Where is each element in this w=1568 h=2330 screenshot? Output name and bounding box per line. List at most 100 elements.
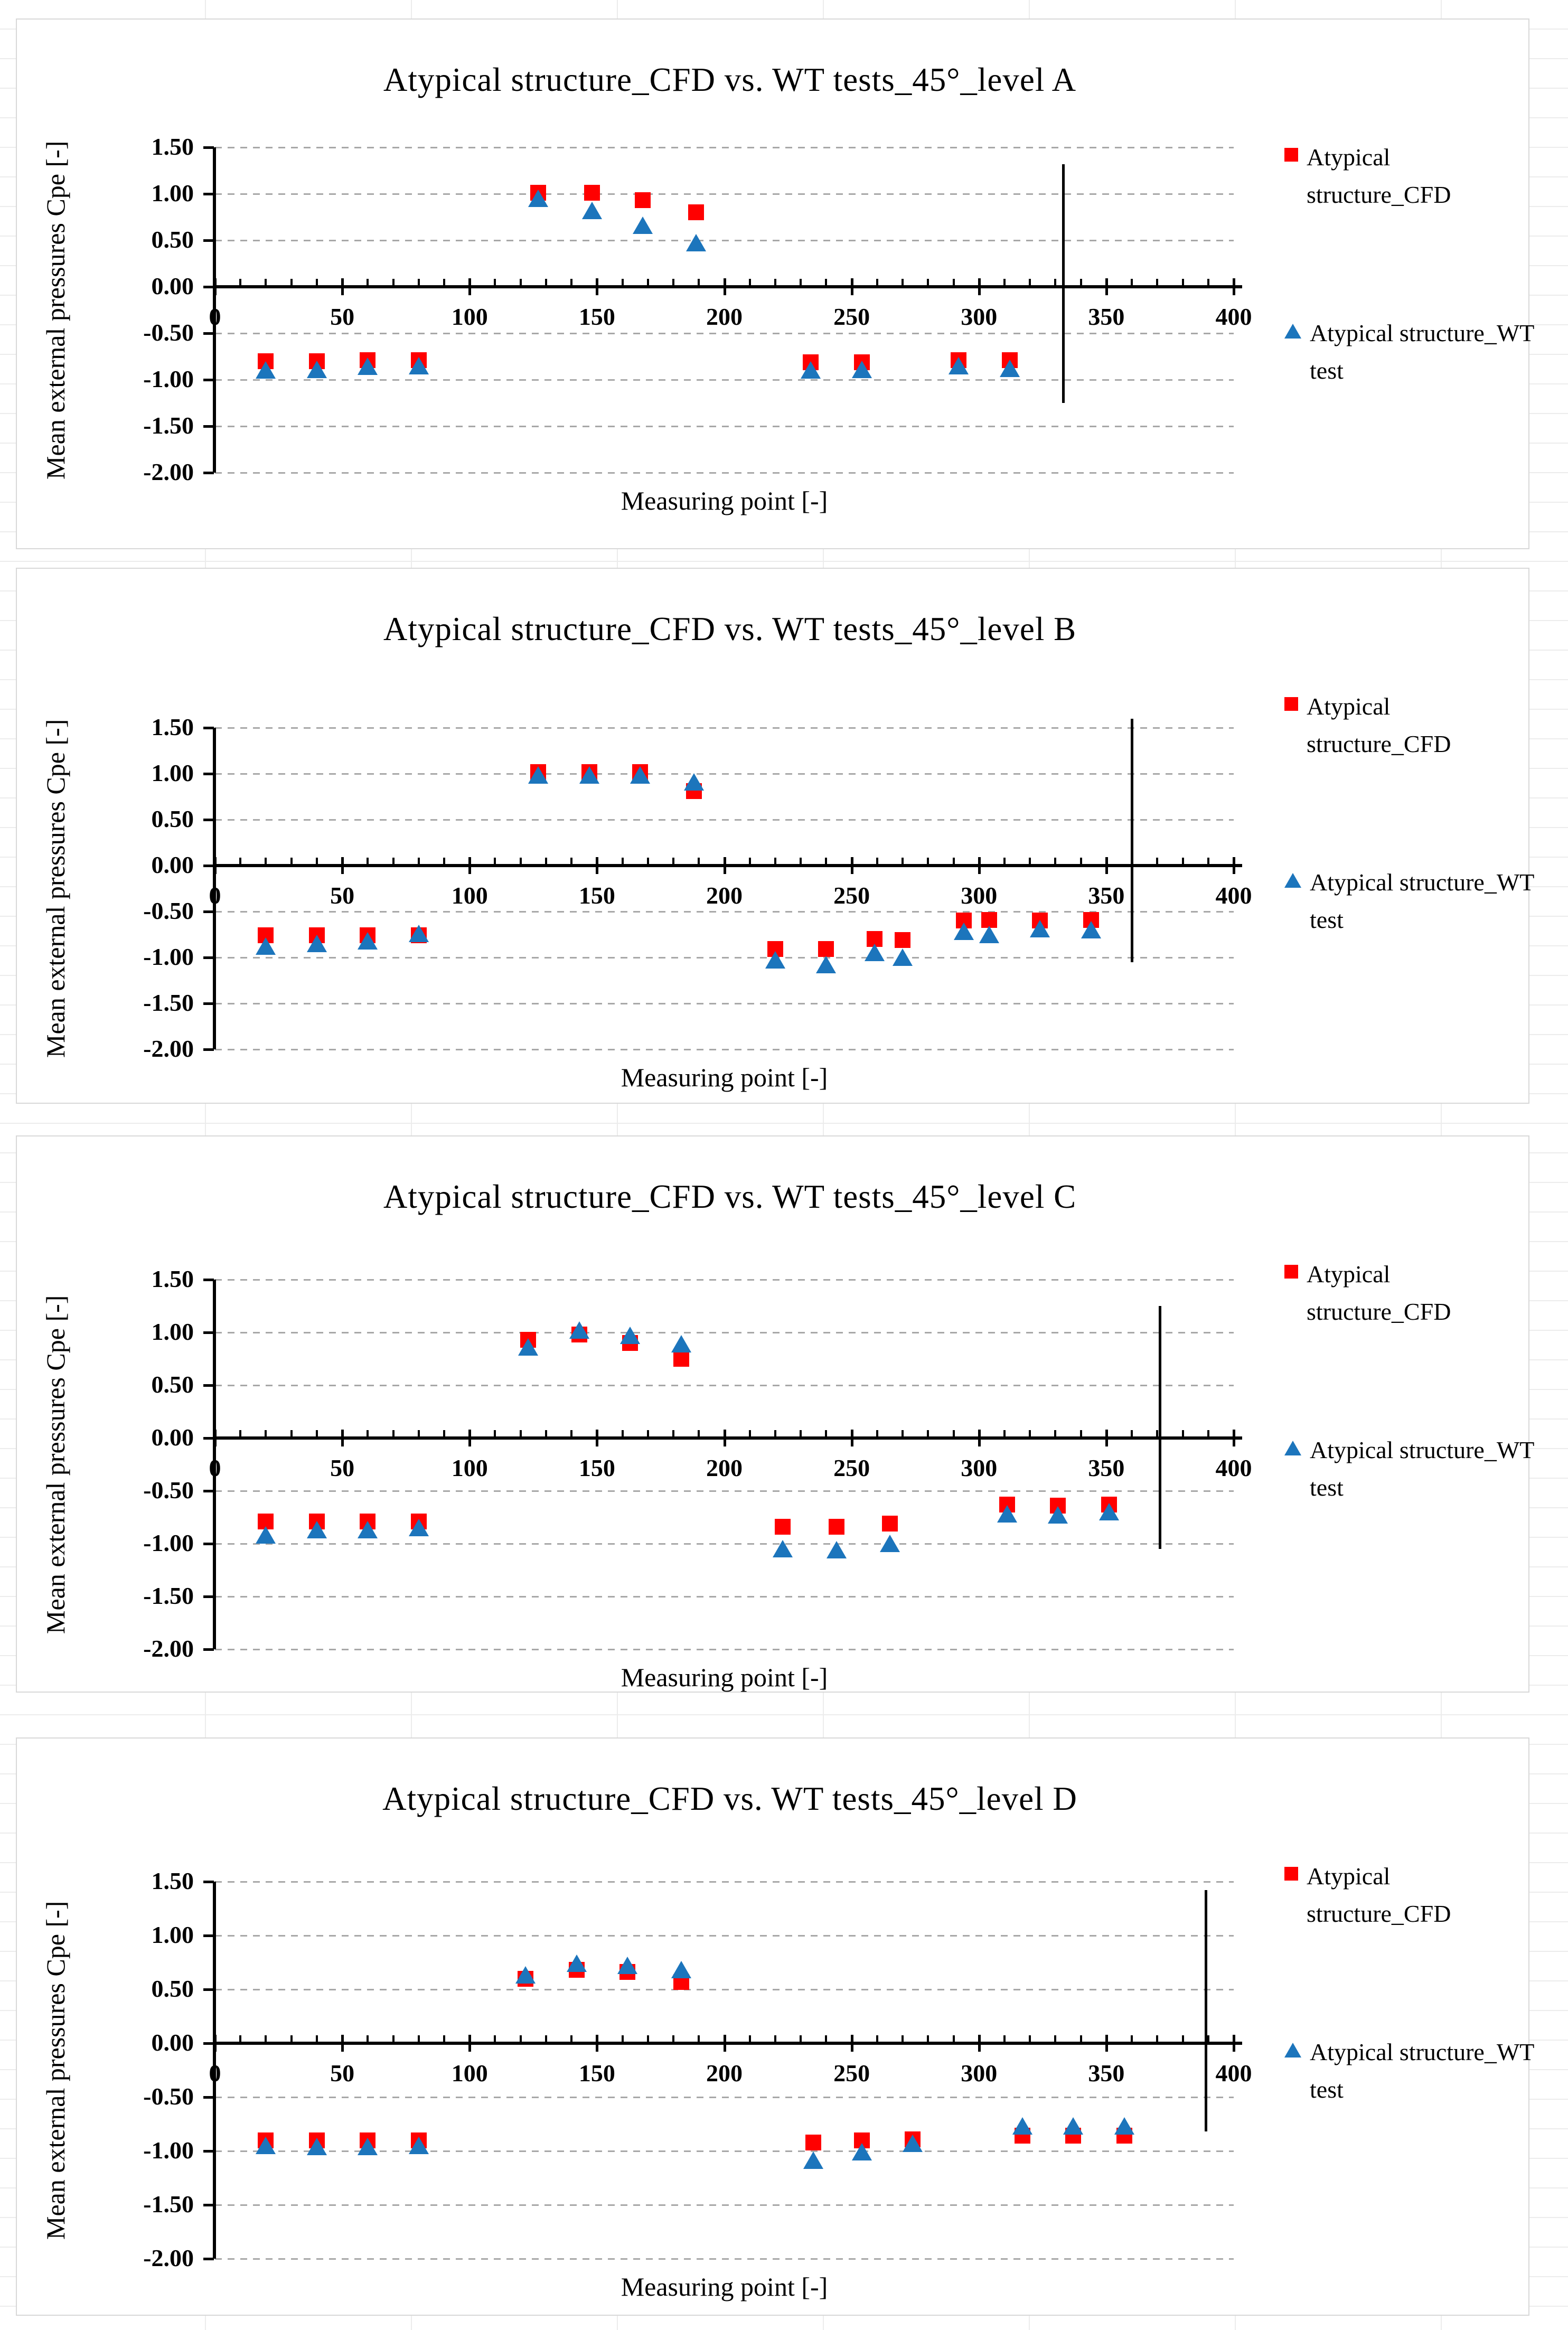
x-axis-minor-tick bbox=[417, 279, 420, 287]
x-axis-title: Measuring point [-] bbox=[621, 486, 828, 515]
x-axis-minor-tick bbox=[417, 2035, 420, 2043]
red-square-icon bbox=[1284, 697, 1298, 711]
x-axis-minor-tick bbox=[876, 279, 878, 287]
y-axis-tick bbox=[203, 1881, 214, 1883]
wt-data-point bbox=[256, 937, 276, 955]
x-axis-minor-tick bbox=[265, 858, 267, 866]
y-axis-line bbox=[213, 1882, 216, 2259]
y-tick-label: -1.00 bbox=[143, 1529, 194, 1556]
x-axis-minor-tick bbox=[392, 2035, 395, 2043]
x-axis-minor-tick bbox=[1207, 2035, 1209, 2043]
x-axis-minor-tick bbox=[621, 1430, 624, 1438]
y-gridline bbox=[215, 1385, 1234, 1386]
wt-data-point bbox=[1063, 2117, 1084, 2135]
x-axis-minor-tick bbox=[927, 279, 929, 287]
y-tick-label: -2.00 bbox=[143, 2244, 194, 2271]
y-axis-tick bbox=[203, 956, 214, 959]
wt-data-point bbox=[515, 1966, 536, 1984]
y-axis-tick bbox=[203, 727, 214, 729]
x-axis-minor-tick bbox=[1181, 858, 1184, 866]
y-axis-tick bbox=[203, 2096, 214, 2099]
legend-label: Atypical structure_WT test bbox=[1310, 1436, 1534, 1501]
x-tick-label: 250 bbox=[833, 2060, 870, 2087]
y-gridline bbox=[215, 240, 1234, 241]
x-axis-minor-tick bbox=[315, 2035, 318, 2043]
legend-label: Atypical structure_WT test bbox=[1310, 2038, 1534, 2103]
x-axis-minor-tick bbox=[646, 279, 649, 287]
x-axis-line bbox=[215, 1436, 1242, 1440]
chart-panel-level-d: Atypical structure_CFD vs. WT tests_45°_… bbox=[16, 1737, 1534, 2316]
x-tick-label: 350 bbox=[1088, 303, 1125, 330]
x-axis-minor-tick bbox=[748, 2035, 751, 2043]
y-gridline bbox=[215, 773, 1234, 775]
y-gridline bbox=[215, 1881, 1234, 1883]
y-gridline bbox=[215, 1596, 1234, 1598]
wt-data-point bbox=[1030, 920, 1050, 938]
y-tick-label: -1.50 bbox=[143, 412, 194, 439]
x-axis-minor-tick bbox=[315, 1430, 318, 1438]
x-axis-minor-tick bbox=[367, 2035, 369, 2043]
wt-data-point bbox=[879, 1535, 900, 1552]
x-axis-minor-tick bbox=[1156, 1430, 1159, 1438]
y-tick-label: -0.50 bbox=[143, 2083, 194, 2110]
x-axis-minor-tick bbox=[774, 2035, 776, 2043]
x-tick-label: 50 bbox=[330, 303, 355, 330]
x-axis-minor-tick bbox=[519, 2035, 522, 2043]
y-axis-tick bbox=[203, 865, 214, 867]
y-tick-label: 0.00 bbox=[151, 273, 194, 299]
x-axis-minor-tick bbox=[315, 279, 318, 287]
wt-data-point bbox=[997, 1505, 1017, 1523]
legend-label: Atypical structure_WT test bbox=[1310, 869, 1534, 934]
x-axis-minor-tick bbox=[290, 858, 293, 866]
wt-data-point bbox=[826, 1541, 847, 1558]
x-axis-minor-tick bbox=[876, 858, 878, 866]
x-axis-minor-tick bbox=[672, 858, 675, 866]
legend-item-cfd: Atypical structure_CFD bbox=[1284, 138, 1538, 214]
x-tick-label: 150 bbox=[578, 303, 615, 330]
x-tick-label: 300 bbox=[961, 882, 998, 909]
wt-data-point bbox=[306, 2137, 327, 2155]
x-axis-minor-tick bbox=[1054, 279, 1057, 287]
x-tick-label: 200 bbox=[706, 303, 743, 330]
wt-data-point bbox=[518, 1338, 539, 1356]
legend-item-wt: Atypical structure_WT test bbox=[1284, 1431, 1538, 1507]
x-axis-minor-tick bbox=[315, 858, 318, 866]
wt-data-point bbox=[569, 1321, 589, 1339]
wt-data-point bbox=[358, 1521, 378, 1538]
x-axis-minor-tick bbox=[825, 2035, 828, 2043]
x-axis-minor-tick bbox=[519, 279, 522, 287]
x-tick-label: 150 bbox=[578, 2060, 615, 2087]
y-tick-label: 1.00 bbox=[151, 1921, 194, 1948]
y-axis-tick bbox=[203, 425, 214, 428]
x-axis-minor-tick bbox=[774, 279, 776, 287]
x-axis-minor-tick bbox=[544, 279, 547, 287]
x-axis-minor-tick bbox=[1079, 1430, 1082, 1438]
x-axis-title: Measuring point [-] bbox=[621, 1063, 828, 1092]
y-axis-tick bbox=[203, 1543, 214, 1545]
legend-item-wt: Atypical structure_WT test bbox=[1284, 863, 1538, 939]
x-axis-minor-tick bbox=[748, 1430, 751, 1438]
y-gridline bbox=[215, 911, 1234, 913]
y-axis-line bbox=[213, 728, 216, 1049]
wt-data-point bbox=[358, 2137, 378, 2155]
x-axis-minor-tick bbox=[927, 858, 929, 866]
legend-label: Atypical structure_CFD bbox=[1307, 693, 1451, 758]
wt-data-point bbox=[306, 1521, 327, 1538]
y-axis-tick bbox=[203, 332, 214, 335]
x-axis-minor-tick bbox=[239, 1430, 242, 1438]
cfd-data-point bbox=[805, 2134, 822, 2150]
y-gridline bbox=[215, 1935, 1234, 1937]
y-gridline bbox=[215, 379, 1234, 381]
cfd-data-point bbox=[895, 932, 911, 948]
x-axis-minor-tick bbox=[1054, 1430, 1057, 1438]
x-tick-label: 250 bbox=[833, 1454, 870, 1481]
y-tick-label: 0.00 bbox=[151, 2029, 194, 2056]
x-axis-minor-tick bbox=[1156, 2035, 1159, 2043]
y-tick-label: -1.00 bbox=[143, 2137, 194, 2164]
y-tick-label: 1.00 bbox=[151, 180, 194, 206]
wt-data-point bbox=[256, 2136, 276, 2154]
legend-label: Atypical structure_WT test bbox=[1310, 320, 1534, 384]
wt-data-point bbox=[633, 216, 653, 234]
blue-triangle-icon bbox=[1284, 873, 1301, 888]
x-axis-minor-tick bbox=[902, 1430, 904, 1438]
